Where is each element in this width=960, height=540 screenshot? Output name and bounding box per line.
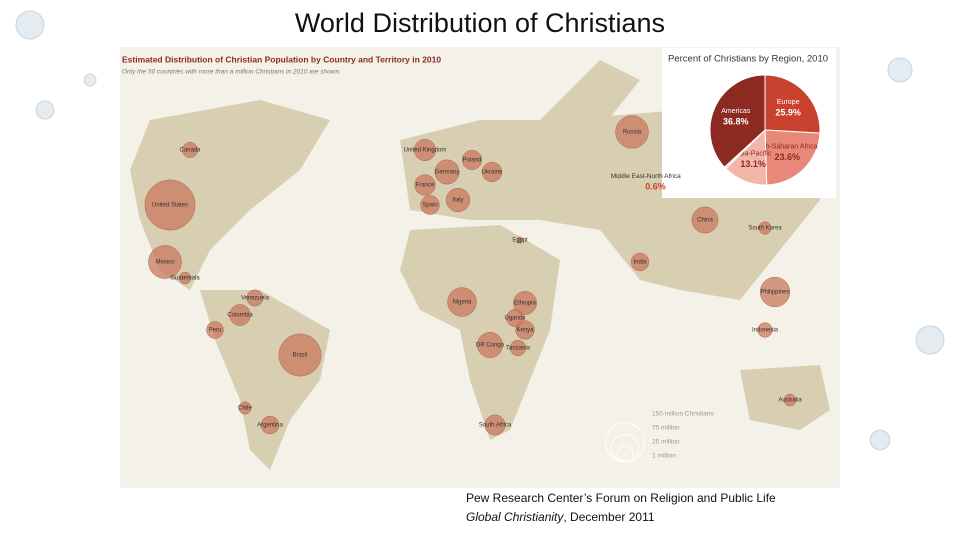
slice-label: Asia-Pacific [735,150,772,157]
country-bubble [783,393,797,407]
country-bubble [615,115,649,149]
slice-value: 13.1% [740,159,766,169]
country-label: Poland [463,158,482,164]
country-label: Uganda [504,316,526,322]
country-bubble [484,414,506,436]
pie-slice [709,74,766,168]
country-label: Indonesia [752,328,779,334]
slice-label: Sub-Saharan Africa [757,144,818,151]
country-bubble [414,139,436,161]
country-bubble [278,333,322,377]
country-label: India [633,260,647,266]
pie-title: Percent of Christians by Region, 2010 [668,54,828,65]
slice-value: 36.8% [723,117,749,127]
country-label: Italy [452,198,463,204]
pie-slice [764,74,821,134]
country-bubble [477,332,503,358]
country-label: United States [152,203,188,209]
country-bubble [414,174,436,196]
country-bubble [445,187,471,213]
country-bubble [691,206,719,234]
country-bubble [260,415,280,435]
slice-label: Middle East-North Africa [611,173,681,180]
country-label: Argentina [257,423,283,429]
country-label: Spain [422,203,437,209]
slice-value: 23.6% [775,152,801,162]
country-bubble [434,159,460,185]
country-label: Tanzania [506,346,531,352]
country-bubble [516,236,524,244]
slice-value: 25.9% [775,107,801,117]
country-bubble [481,161,503,183]
water-drops [15,10,945,451]
legend-label: 150 million Christians [652,411,715,418]
slide-title: World Distribution of Christians [295,8,665,38]
legend-label: 1 million [652,453,676,460]
size-legend: 150 million Christians 75 million 25 milli… [604,411,715,463]
country-bubble [178,271,192,285]
country-label: France [416,183,435,189]
country-label: Peru [209,328,222,334]
country-bubble [515,320,535,340]
country-bubble [462,150,482,170]
source-line: Pew Research Center’s Forum on Religion … [466,491,776,505]
source-citation: Global Christianity, December 2011 [466,510,655,524]
country-bubble [148,245,182,279]
country-label: South Africa [479,423,512,429]
country-label: Germany [435,170,460,176]
country-bubble [757,322,773,338]
country-label: China [697,218,713,224]
country-label: Chile [238,406,252,412]
country-label: Ukraine [482,170,503,176]
country-label: Canada [179,148,201,154]
source-rest: , December 2011 [563,510,654,524]
slice-value: 0.6% [645,181,666,191]
country-label: Venezuela [241,296,270,302]
country-bubble [420,195,440,215]
country-label: Guatemala [170,276,200,282]
country-label: Russia [623,130,642,136]
country-bubble [630,252,650,272]
country-label: Mexico [155,260,175,266]
country-label: Colombia [227,313,253,319]
country-bubble [513,291,537,315]
country-label: Australia [778,398,802,404]
slice-label: Europe [777,99,800,106]
map-subtitle: Only the 50 countries with more than a m… [122,69,341,76]
source-italic: Global Christianity [466,510,564,524]
legend-label: 25 million [652,439,680,446]
pie-slice [764,129,821,186]
country-label: Egypt [512,238,528,244]
country-bubble [144,179,196,231]
slice-label: Americas [721,108,751,115]
country-label: South Korea [748,226,782,232]
country-label: Ethiopia [514,301,536,307]
legend-label: 75 million [652,425,680,432]
country-bubble [506,309,524,327]
country-bubble [182,142,198,158]
country-label: Philippines [760,290,789,296]
country-label: Kenya [516,328,534,334]
map-title: Estimated Distribution of Christian Popu… [122,54,441,64]
country-label: United Kingdom [404,148,447,154]
country-bubble [238,401,252,415]
country-bubble [229,304,251,326]
country-bubble [246,289,264,307]
legend-circle [622,458,628,463]
bubbles: Canada United States Mexico Brazil Colombia A… [144,115,802,436]
country-label: Brazil [292,353,307,359]
country-bubble [759,276,791,308]
country-label: DR Congo [476,343,505,349]
country-label: Nigeria [452,300,472,306]
country-bubble [758,221,772,235]
country-bubble [206,321,224,339]
country-bubble [509,339,527,357]
country-bubble [447,287,477,317]
